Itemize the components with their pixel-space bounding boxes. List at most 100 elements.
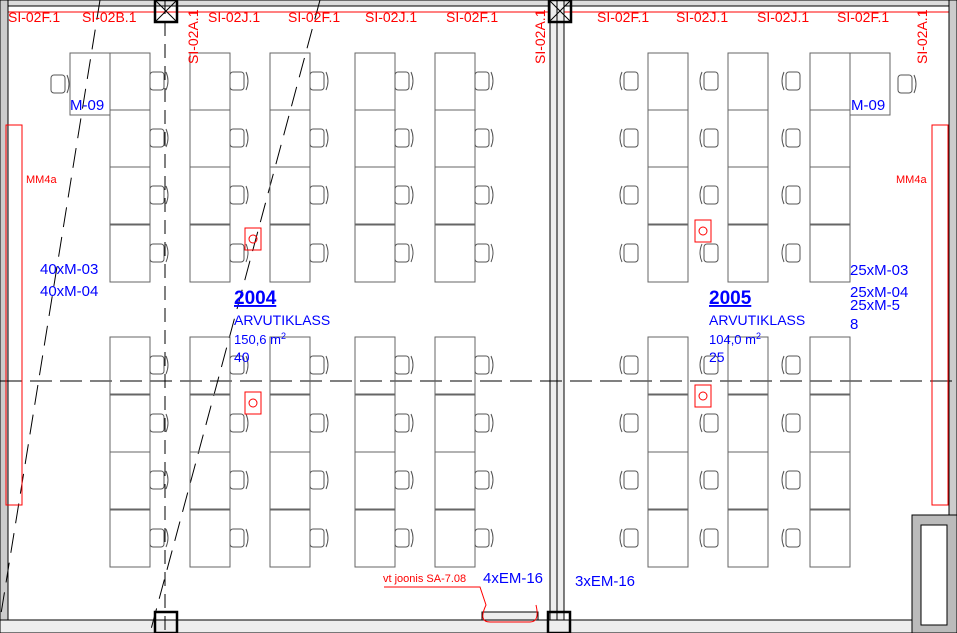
equipment-code: 25xM-04 bbox=[850, 284, 908, 301]
desk bbox=[434, 109, 476, 168]
chair-icon bbox=[619, 243, 639, 263]
desk bbox=[434, 394, 476, 453]
floor-socket-icon bbox=[244, 227, 262, 251]
desk bbox=[647, 394, 689, 453]
desk bbox=[269, 509, 311, 568]
desk bbox=[354, 52, 396, 111]
section-tag: SI-02F.1 bbox=[837, 9, 889, 25]
chair-icon bbox=[229, 71, 249, 91]
chair-icon bbox=[699, 71, 719, 91]
desk bbox=[354, 451, 396, 510]
desk bbox=[727, 224, 769, 283]
chair-icon bbox=[309, 243, 329, 263]
teacher-equipment-code: M-09 bbox=[851, 97, 885, 114]
desk bbox=[69, 52, 111, 116]
chair-icon bbox=[394, 528, 414, 548]
desk bbox=[647, 109, 689, 168]
desk bbox=[354, 336, 396, 395]
desk bbox=[727, 394, 769, 453]
desk bbox=[647, 166, 689, 225]
chair-icon bbox=[309, 71, 329, 91]
desk bbox=[109, 336, 151, 395]
section-tag: SI-02F.1 bbox=[597, 9, 649, 25]
room-number: 2005 bbox=[709, 288, 752, 309]
chair-icon bbox=[781, 128, 801, 148]
chair-icon bbox=[619, 413, 639, 433]
section-tag-vertical: SI-02A.1 bbox=[532, 9, 548, 64]
desk bbox=[647, 451, 689, 510]
section-tag: SI-02J.1 bbox=[365, 9, 417, 25]
desk bbox=[189, 109, 231, 168]
chair-icon bbox=[50, 74, 70, 94]
floor-socket-icon bbox=[694, 219, 712, 243]
chair-icon bbox=[474, 128, 494, 148]
room-number: 2004 bbox=[234, 288, 277, 309]
chair-icon bbox=[149, 413, 169, 433]
desk bbox=[647, 336, 689, 395]
desk bbox=[269, 451, 311, 510]
desk bbox=[727, 509, 769, 568]
section-tag: SI-02F.1 bbox=[288, 9, 340, 25]
chair-icon bbox=[229, 185, 249, 205]
chair-icon bbox=[699, 528, 719, 548]
desk bbox=[647, 224, 689, 283]
chair-icon bbox=[699, 413, 719, 433]
chair-icon bbox=[394, 243, 414, 263]
room-seats: 40 bbox=[234, 349, 250, 365]
chair-icon bbox=[229, 470, 249, 490]
room-area: 150,6 m2 bbox=[234, 331, 286, 347]
chair-icon bbox=[781, 71, 801, 91]
chair-icon bbox=[699, 128, 719, 148]
chair-icon bbox=[394, 355, 414, 375]
chair-icon bbox=[229, 413, 249, 433]
chair-icon bbox=[474, 71, 494, 91]
section-tag: SI-02F.1 bbox=[446, 9, 498, 25]
chair-icon bbox=[619, 355, 639, 375]
desk bbox=[189, 451, 231, 510]
desk bbox=[727, 109, 769, 168]
room-name: ARVUTIKLASS bbox=[709, 312, 805, 328]
desk bbox=[354, 509, 396, 568]
desk bbox=[727, 451, 769, 510]
desk bbox=[434, 451, 476, 510]
section-tag-vertical: SI-02A.1 bbox=[185, 9, 201, 64]
desk bbox=[269, 166, 311, 225]
mm-tag: MM4a bbox=[896, 174, 927, 186]
desk bbox=[354, 109, 396, 168]
chair-icon bbox=[619, 128, 639, 148]
desk bbox=[434, 166, 476, 225]
chair-icon bbox=[149, 243, 169, 263]
chair-icon bbox=[781, 470, 801, 490]
chair-icon bbox=[229, 128, 249, 148]
desk bbox=[109, 224, 151, 283]
desk bbox=[434, 509, 476, 568]
chair-icon bbox=[394, 185, 414, 205]
chair-icon bbox=[474, 355, 494, 375]
desk bbox=[354, 394, 396, 453]
chair-icon bbox=[474, 413, 494, 433]
chair-icon bbox=[619, 470, 639, 490]
chair-icon bbox=[619, 71, 639, 91]
room-area: 104,0 m2 bbox=[709, 331, 761, 347]
floor-socket-icon bbox=[244, 391, 262, 415]
desk bbox=[109, 109, 151, 168]
desk bbox=[849, 52, 891, 116]
chair-icon bbox=[309, 470, 329, 490]
chair-icon bbox=[781, 243, 801, 263]
desk bbox=[727, 166, 769, 225]
desk bbox=[269, 224, 311, 283]
desk bbox=[109, 451, 151, 510]
chair-icon bbox=[897, 74, 917, 94]
chair-icon bbox=[394, 71, 414, 91]
desk bbox=[727, 52, 769, 111]
chair-icon bbox=[149, 128, 169, 148]
chair-icon bbox=[149, 528, 169, 548]
desk bbox=[434, 52, 476, 111]
chair-icon bbox=[699, 185, 719, 205]
desk bbox=[189, 394, 231, 453]
equipment-code: 25xM-03 bbox=[850, 262, 908, 279]
chair-icon bbox=[309, 528, 329, 548]
desk bbox=[109, 394, 151, 453]
